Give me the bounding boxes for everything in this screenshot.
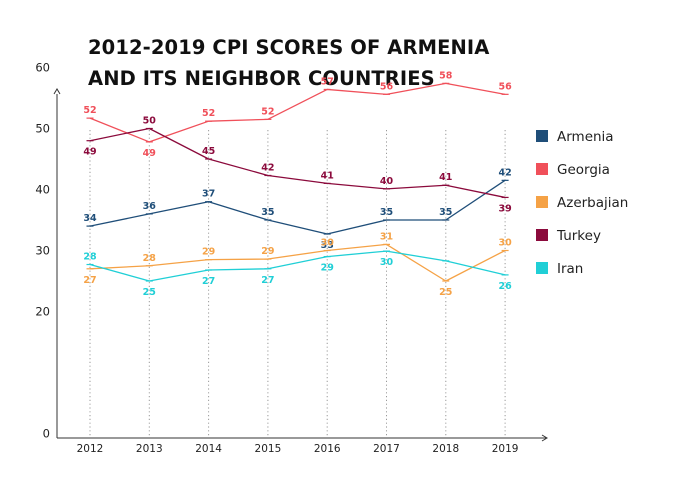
data-label-azerbajian: 27 bbox=[83, 275, 96, 286]
series-line-azerbajian bbox=[89, 243, 506, 282]
data-label-azerbajian: 28 bbox=[143, 253, 157, 264]
x-tick-label: 2017 bbox=[373, 443, 400, 455]
data-label-turkey: 45 bbox=[202, 146, 215, 157]
data-label-iran: 30 bbox=[380, 257, 394, 268]
data-label-iran: 25 bbox=[143, 287, 156, 298]
x-tick-labels: 2012 2013 2014 2015 2016 2017 2018 2019 bbox=[77, 443, 519, 455]
legend-label-armenia: Armenia bbox=[557, 129, 614, 145]
data-label-turkey: 40 bbox=[380, 176, 394, 187]
data-label-georgia: 52 bbox=[202, 108, 215, 119]
legend-swatch-armenia bbox=[536, 130, 548, 142]
data-label-armenia: 36 bbox=[143, 201, 157, 212]
data-label-iran: 29 bbox=[321, 263, 334, 274]
data-label-azerbajian: 29 bbox=[261, 246, 274, 257]
data-label-georgia: 56 bbox=[380, 81, 394, 92]
legend: Armenia Georgia Azerbajian Turkey Iran bbox=[536, 129, 628, 277]
data-label-georgia: 52 bbox=[261, 106, 274, 117]
chart-title-line-2: AND ITS NEIGHBOR COUNTRIES bbox=[88, 67, 435, 90]
x-tick-label: 2019 bbox=[492, 443, 519, 455]
data-label-turkey: 39 bbox=[498, 203, 511, 214]
data-label-armenia: 35 bbox=[380, 207, 393, 218]
legend-label-turkey: Turkey bbox=[556, 228, 601, 244]
chart-title-line-1: 2012-2019 CPI SCORES OF ARMENIA bbox=[88, 36, 490, 59]
y-tick-label: 40 bbox=[35, 183, 50, 197]
series-line-georgia bbox=[89, 82, 506, 143]
data-label-georgia: 52 bbox=[83, 105, 96, 116]
y-tick-label: 60 bbox=[35, 61, 50, 75]
legend-label-azerbajian: Azerbajian bbox=[557, 195, 628, 211]
chart-title: 2012-2019 CPI SCORES OF ARMENIA AND ITS … bbox=[88, 32, 568, 94]
series-line-iran bbox=[89, 250, 506, 282]
x-tick-label: 2012 bbox=[77, 443, 104, 455]
x-tick-label: 2015 bbox=[255, 443, 282, 455]
data-label-armenia: 35 bbox=[439, 207, 452, 218]
data-label-armenia: 35 bbox=[261, 207, 274, 218]
data-label-georgia: 49 bbox=[143, 148, 156, 159]
series-line-turkey bbox=[89, 127, 506, 199]
y-tick-label: 20 bbox=[35, 305, 50, 319]
legend-swatch-azerbajian bbox=[536, 196, 548, 208]
data-label-azerbajian: 29 bbox=[202, 247, 215, 258]
data-label-iran: 28 bbox=[83, 252, 97, 263]
series-line-armenia bbox=[89, 179, 506, 235]
data-label-armenia: 37 bbox=[202, 189, 215, 200]
y-axis-arrow bbox=[53, 88, 61, 95]
data-label-georgia: 57 bbox=[321, 76, 334, 87]
y-tick-label: 50 bbox=[35, 122, 50, 136]
data-label-georgia: 58 bbox=[439, 70, 453, 81]
legend-swatch-turkey bbox=[536, 229, 548, 241]
y-tick-label: 0 bbox=[43, 427, 50, 441]
legend-label-georgia: Georgia bbox=[557, 162, 610, 178]
data-label-armenia: 42 bbox=[498, 167, 511, 178]
x-tick-label: 2014 bbox=[195, 443, 222, 455]
data-label-turkey: 42 bbox=[261, 162, 274, 173]
data-label-turkey: 41 bbox=[439, 172, 452, 183]
y-tick-label: 30 bbox=[35, 244, 50, 258]
y-tick-labels: 0 20 30 40 50 60 bbox=[35, 61, 50, 441]
data-label-iran: 27 bbox=[202, 276, 215, 287]
x-tick-label: 2018 bbox=[432, 443, 459, 455]
data-label-armenia: 33 bbox=[321, 240, 334, 251]
legend-swatch-iran bbox=[536, 262, 548, 274]
data-label-iran: 26 bbox=[498, 281, 512, 292]
series-lines bbox=[86, 82, 509, 282]
legend-label-iran: Iran bbox=[557, 261, 583, 277]
data-label-iran: 27 bbox=[261, 275, 274, 286]
data-label-azerbajian: 31 bbox=[380, 231, 393, 242]
data-label-georgia: 56 bbox=[498, 81, 512, 92]
data-label-turkey: 50 bbox=[143, 116, 157, 127]
legend-swatch-georgia bbox=[536, 163, 548, 175]
data-label-armenia: 34 bbox=[83, 213, 97, 224]
data-label-azerbajian: 30 bbox=[321, 238, 335, 249]
data-label-turkey: 41 bbox=[321, 170, 334, 181]
x-axis-arrow bbox=[541, 434, 548, 442]
axes bbox=[53, 88, 548, 442]
data-labels: 34 36 37 35 33 35 35 42 52 49 52 52 57 56 58 56 27 28 29 29… bbox=[83, 70, 512, 298]
x-tick-label: 2013 bbox=[136, 443, 163, 455]
data-label-azerbajian: 30 bbox=[498, 238, 512, 249]
data-label-azerbajian: 25 bbox=[439, 287, 452, 298]
x-tick-label: 2016 bbox=[314, 443, 341, 455]
data-label-turkey: 49 bbox=[83, 147, 96, 158]
